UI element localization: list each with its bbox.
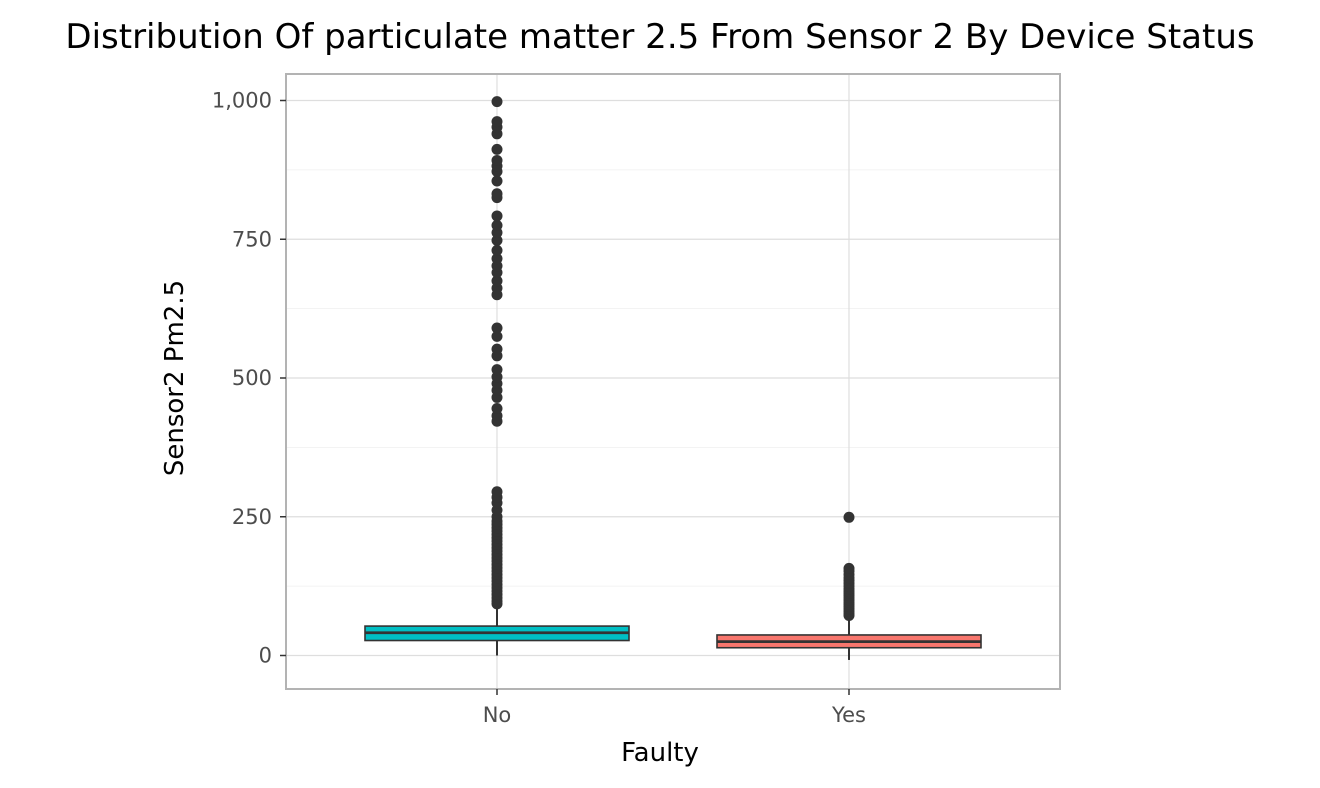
outlier-point [491,96,503,108]
outlier-point [491,403,503,415]
outlier-point [491,143,503,155]
outlier-point [491,210,503,222]
outlier-point [843,562,855,574]
outlier-point [491,188,503,200]
x-tick-label: No [483,703,512,727]
outlier-point [491,486,503,498]
x-axis-title: Faulty [621,738,699,768]
outlier-point [491,343,503,355]
outlier-point [491,234,503,246]
outlier-point [491,244,503,256]
chart-title: Distribution Of particulate matter 2.5 F… [65,17,1254,57]
outlier-point [491,253,503,265]
boxplots [364,96,982,660]
y-tick-label: 1,000 [212,89,272,113]
outlier-point [491,116,503,128]
outlier-point [491,322,503,334]
box-yes [716,511,982,660]
y-tick-label: 250 [232,505,272,529]
box-no [364,96,630,656]
outlier-point [491,154,503,166]
gridlines [286,74,1060,689]
y-axis-ticks: 0 250 500 750 1,000 [212,89,286,668]
outlier-point [843,511,855,523]
outlier-point [491,275,503,287]
plot-panel [285,73,1061,690]
y-tick-label: 0 [259,644,272,668]
outlier-point [491,219,503,231]
x-axis-ticks: No Yes [483,689,866,727]
y-axis-title: Sensor2 Pm2.5 [160,280,190,476]
y-tick-label: 750 [232,227,272,251]
outlier-point [491,175,503,187]
y-tick-label: 500 [232,366,272,390]
outlier-point [491,364,503,376]
outlier-point [491,330,503,342]
x-tick-label: Yes [831,703,866,727]
